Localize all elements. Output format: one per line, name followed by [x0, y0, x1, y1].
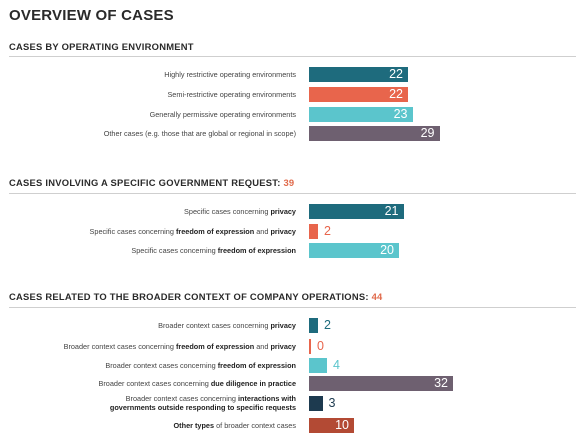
- bar-value-label: 22: [389, 87, 403, 101]
- section-heading-count: 44: [371, 291, 383, 302]
- bar-label-part: privacy: [270, 321, 296, 330]
- bar: [309, 204, 404, 219]
- bar-label: Broader context cases concerning freedom…: [10, 361, 296, 370]
- bar-label-part: of broader context cases: [214, 421, 296, 430]
- bar-label: Broader context cases concerning interac…: [10, 394, 296, 412]
- bar-label-part: Broader context cases concerning: [98, 379, 211, 388]
- bar-label-part: due diligence in practice: [210, 379, 296, 388]
- section-divider: [9, 193, 576, 194]
- bar-label: Broader context cases concerning freedom…: [10, 342, 296, 351]
- page-title: OVERVIEW OF CASES: [9, 7, 174, 24]
- section-heading-text: CASES RELATED TO THE BROADER CONTEXT OF …: [9, 291, 369, 302]
- section-divider: [9, 56, 576, 57]
- bar-label: Broader context cases concerning due dil…: [10, 379, 296, 388]
- bar-value-label: 3: [328, 396, 336, 410]
- bar-label-part: privacy: [270, 342, 296, 351]
- bar-label-part: Specific cases concerning: [131, 246, 218, 255]
- bar-label: Broader context cases concerning privacy: [10, 321, 296, 330]
- bar: [309, 67, 408, 82]
- section-heading-text: CASES INVOLVING A SPECIFIC GOVERNMENT RE…: [9, 177, 281, 188]
- bar: [309, 376, 453, 391]
- bar-label-part: and: [254, 227, 271, 236]
- bar-label-part: Generally permissive operating environme…: [149, 110, 296, 119]
- bar: [309, 396, 323, 411]
- bar-label-part: Specific cases concerning: [89, 227, 176, 236]
- bar-label: Highly restrictive operating environment…: [10, 70, 296, 79]
- bar-label-part: Other types: [173, 421, 215, 430]
- bar-value-label: 4: [333, 358, 340, 372]
- bar-label-part: freedom of expression: [217, 246, 296, 255]
- bar: [309, 224, 318, 239]
- bar-value-label: 23: [393, 107, 408, 121]
- section-heading-count: 39: [283, 177, 295, 188]
- bar-label-part: Other cases (e.g. those that are global …: [103, 129, 296, 138]
- bar-value-label: 2: [324, 224, 331, 238]
- bar-value-label: 29: [420, 126, 435, 140]
- bar-label: Generally permissive operating environme…: [10, 110, 296, 119]
- bar: [309, 243, 399, 258]
- section-heading: CASES BY OPERATING ENVIRONMENT: [9, 41, 194, 52]
- bar-label-part: interactions with: [238, 394, 296, 403]
- bar-label-part: governments outside responding to specif…: [109, 403, 296, 412]
- bar-label: Other cases (e.g. those that are global …: [10, 129, 296, 138]
- bar-label: Semi-restrictive operating environments: [10, 90, 296, 99]
- bar-label: Other types of broader context cases: [10, 421, 297, 430]
- bar-label: Specific cases concerning freedom of exp…: [10, 227, 296, 236]
- bar-value-label: 22: [389, 67, 403, 81]
- section-heading: CASES RELATED TO THE BROADER CONTEXT OF …: [9, 291, 383, 302]
- bar-label: Specific cases concerning privacy: [10, 207, 296, 216]
- bar: [309, 318, 318, 333]
- bar-value-label: 10: [335, 418, 349, 432]
- bar-label-part: privacy: [270, 227, 296, 236]
- section-heading: CASES INVOLVING A SPECIFIC GOVERNMENT RE…: [9, 177, 294, 188]
- bar-label-part: freedom of expression: [217, 361, 296, 370]
- bar: [309, 107, 413, 122]
- bar-label-part: freedom of expression: [175, 342, 255, 351]
- bar-label-part: Specific cases concerning: [184, 207, 271, 216]
- bar-label-part: Highly restrictive operating environment…: [164, 70, 296, 79]
- bar: [309, 418, 354, 433]
- bar: [309, 339, 311, 354]
- bar-label-part: Semi-restrictive operating environments: [167, 90, 296, 99]
- bar: [309, 126, 440, 141]
- bar-value-label: 21: [384, 204, 399, 218]
- bar-label-part: Broader context cases concerning: [125, 394, 239, 403]
- bar-label-part: and: [254, 342, 271, 351]
- bar-value-label: 32: [434, 376, 448, 390]
- bar-label-part: freedom of expression: [175, 227, 255, 236]
- bar-value-label: 0: [317, 339, 324, 353]
- bar-label-part: Broader context cases concerning: [158, 321, 271, 330]
- bar-value-label: 20: [380, 243, 394, 257]
- bar-label-part: Broader context cases concerning: [105, 361, 218, 370]
- bar: [309, 87, 408, 102]
- bar-label: Specific cases concerning freedom of exp…: [10, 246, 296, 255]
- bar-label-part: Broader context cases concerning: [63, 342, 176, 351]
- section-heading-text: CASES BY OPERATING ENVIRONMENT: [9, 41, 194, 52]
- bar-label-part: privacy: [270, 207, 296, 216]
- section-divider: [9, 307, 576, 308]
- bar: [309, 358, 327, 373]
- bar-value-label: 2: [324, 318, 331, 332]
